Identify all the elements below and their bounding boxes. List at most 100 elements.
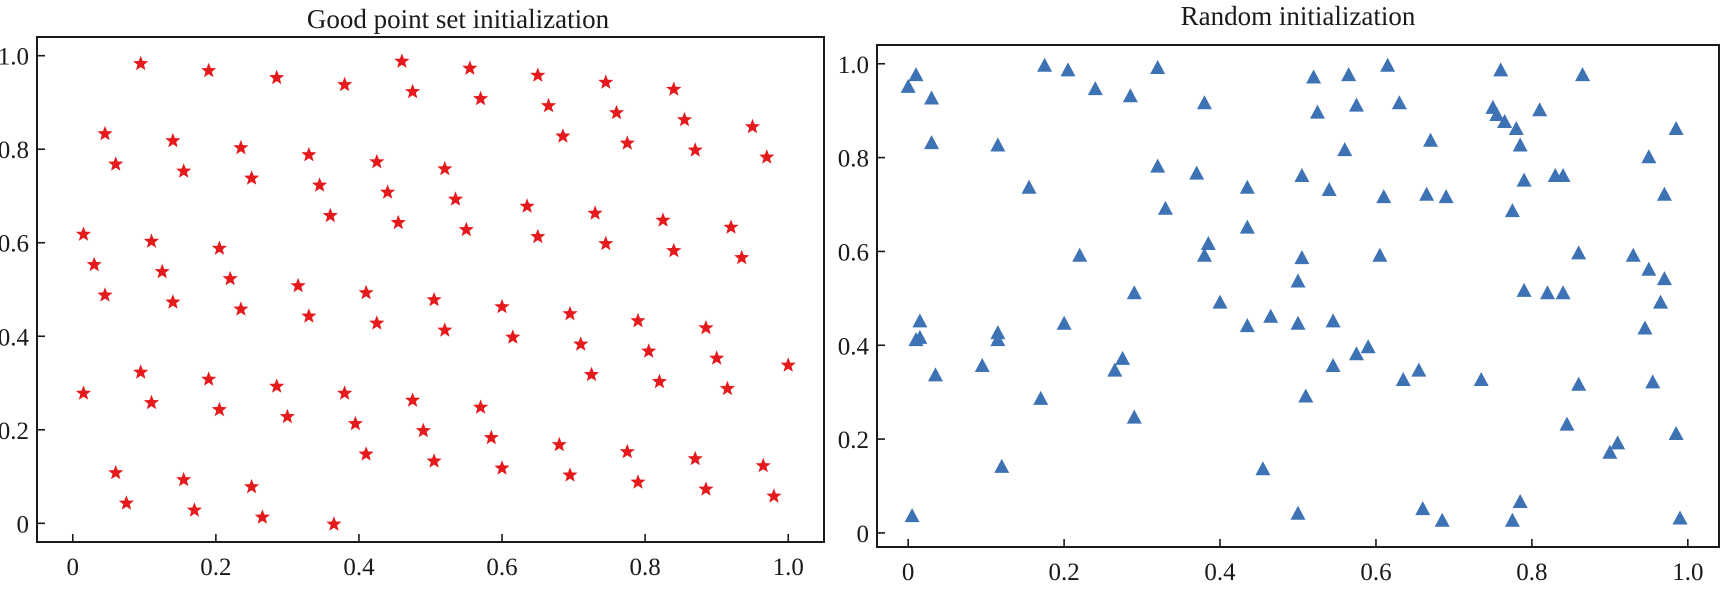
x-tick-label: 0.2 xyxy=(1048,559,1079,586)
star-point xyxy=(97,287,113,302)
star-point xyxy=(573,336,589,351)
triangle-point xyxy=(1157,200,1173,215)
triangle-point xyxy=(1239,179,1255,194)
star-point xyxy=(426,453,442,468)
star-point xyxy=(97,125,113,141)
star-point xyxy=(483,429,499,445)
plot-frame xyxy=(876,44,1720,548)
star-point xyxy=(244,478,260,494)
triangle-point xyxy=(1309,104,1325,119)
star-point xyxy=(254,509,270,524)
star-point xyxy=(530,228,546,244)
star-point xyxy=(666,242,682,258)
star-point xyxy=(780,357,796,372)
triangle-point xyxy=(1126,409,1142,424)
scatter-points xyxy=(75,53,796,531)
star-point xyxy=(326,516,342,531)
star-point xyxy=(719,380,735,396)
star-point xyxy=(551,436,567,452)
star-point xyxy=(473,399,489,414)
triangle-point xyxy=(1438,189,1454,204)
star-point xyxy=(494,460,510,475)
triangle-point xyxy=(1395,372,1411,387)
star-point xyxy=(358,284,374,300)
star-point xyxy=(519,198,535,213)
x-tick-label: 0.6 xyxy=(1360,559,1391,586)
x-tick-label: 0.8 xyxy=(1516,559,1547,586)
triangle-point xyxy=(1072,247,1088,262)
triangle-point xyxy=(1060,62,1076,77)
chart-title: Random initialization xyxy=(1181,1,1416,31)
triangle-point xyxy=(1575,67,1591,82)
triangle-point xyxy=(1255,461,1271,476)
y-tick-label: 1.0 xyxy=(838,52,869,79)
triangle-point xyxy=(1150,60,1166,75)
star-point xyxy=(312,177,328,192)
star-point xyxy=(233,301,249,316)
y-tick-label: 0.2 xyxy=(838,427,869,454)
star-point xyxy=(133,364,149,379)
triangle-point xyxy=(1189,165,1205,180)
triangle-point xyxy=(1037,57,1053,72)
triangle-point xyxy=(1348,97,1364,112)
y-tick-label: 0.8 xyxy=(838,146,869,173)
triangle-point xyxy=(1637,320,1653,335)
triangle-point xyxy=(1196,247,1212,262)
y-tick-label: 1.0 xyxy=(0,44,29,71)
y-tick-label: 0 xyxy=(17,511,30,538)
star-point xyxy=(426,291,442,307)
triangle-point xyxy=(904,508,920,523)
triangle-point xyxy=(994,458,1010,473)
triangle-point xyxy=(1415,501,1431,516)
triangle-point xyxy=(1473,372,1489,387)
star-point xyxy=(322,207,338,223)
star-point xyxy=(734,249,750,265)
star-point xyxy=(766,488,782,503)
triangle-point xyxy=(1411,362,1427,377)
triangle-point xyxy=(1341,67,1357,82)
triangle-point xyxy=(1656,271,1672,286)
star-point xyxy=(233,139,249,155)
star-point xyxy=(437,322,453,337)
star-point xyxy=(143,233,160,248)
triangle-point xyxy=(1641,261,1657,276)
triangle-point xyxy=(1239,318,1255,333)
star-point xyxy=(405,392,421,407)
star-point xyxy=(583,366,600,382)
star-point xyxy=(630,312,646,328)
star-point xyxy=(562,305,578,321)
triangle-point xyxy=(900,78,916,93)
triangle-point xyxy=(1653,294,1669,309)
star-point xyxy=(75,226,92,241)
triangle-point xyxy=(1263,308,1279,323)
triangle-point xyxy=(1423,132,1439,147)
star-point xyxy=(698,481,714,496)
star-point xyxy=(301,308,317,323)
triangle-point xyxy=(1504,512,1520,527)
triangle-point xyxy=(1306,69,1322,84)
triangle-point xyxy=(1212,294,1228,309)
y-axis: 0 0.2 0.4 0.6 0.8 1.0 xyxy=(0,44,45,538)
y-tick-label: 0 xyxy=(857,521,870,548)
triangle-point xyxy=(990,332,1006,347)
star-point xyxy=(369,315,385,330)
good-point-set-chart: Good point set initialization 0 0.2 0.4 0.6… xyxy=(0,4,825,581)
triangle-point xyxy=(1645,374,1661,389)
star-point xyxy=(176,163,192,178)
star-point xyxy=(415,422,431,438)
star-point xyxy=(641,343,657,358)
triangle-point xyxy=(1239,219,1255,234)
star-point xyxy=(723,219,739,234)
star-point xyxy=(211,401,227,417)
triangle-point xyxy=(1391,95,1407,110)
star-point xyxy=(540,97,557,113)
triangle-point xyxy=(990,325,1006,340)
triangle-point xyxy=(912,313,928,328)
triangle-point xyxy=(1602,444,1618,459)
star-point xyxy=(562,467,578,482)
star-point xyxy=(698,319,714,335)
y-axis: 0 0.2 0.4 0.6 0.8 1.0 xyxy=(838,52,885,548)
star-point xyxy=(380,184,396,199)
star-point xyxy=(301,146,317,162)
star-point xyxy=(651,373,668,389)
